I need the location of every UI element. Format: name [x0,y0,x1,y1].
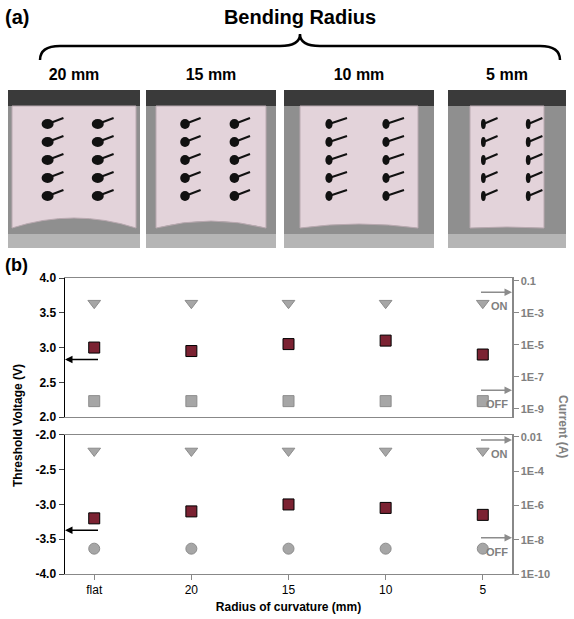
svg-text:4.0: 4.0 [39,271,56,285]
svg-text:3.0: 3.0 [39,341,56,355]
svg-text:(a): (a) [5,6,29,28]
svg-text:ON: ON [491,448,508,460]
svg-text:1E-8: 1E-8 [521,534,544,546]
svg-text:5: 5 [479,583,486,597]
svg-text:OFF: OFF [486,546,508,558]
svg-text:5 mm: 5 mm [486,66,528,83]
svg-text:10: 10 [379,583,393,597]
svg-text:-2.0: -2.0 [35,428,56,442]
svg-text:(b): (b) [5,255,28,275]
svg-text:1E-9: 1E-9 [521,403,544,415]
svg-text:1E-5: 1E-5 [521,339,544,351]
svg-text:1E-7: 1E-7 [521,371,544,383]
svg-text:Bending Radius: Bending Radius [224,6,376,28]
svg-text:2.5: 2.5 [39,376,56,390]
svg-text:20: 20 [185,583,199,597]
svg-text:-3.5: -3.5 [35,532,56,546]
svg-text:Current (A): Current (A) [556,395,570,458]
svg-text:15 mm: 15 mm [186,66,237,83]
svg-text:2.0: 2.0 [39,410,56,424]
svg-text:ON: ON [491,300,508,312]
svg-text:1E-4: 1E-4 [521,465,545,477]
svg-text:-2.5: -2.5 [35,463,56,477]
svg-text:15: 15 [282,583,296,597]
svg-text:10 mm: 10 mm [334,66,385,83]
svg-text:0.01: 0.01 [521,431,542,443]
svg-text:-4.0: -4.0 [35,567,56,581]
svg-text:3.5: 3.5 [39,306,56,320]
svg-text:flat: flat [86,583,103,597]
svg-text:OFF: OFF [486,398,508,410]
svg-text:1E-10: 1E-10 [521,568,550,580]
svg-text:1E-6: 1E-6 [521,499,544,511]
svg-text:-3.0: -3.0 [35,498,56,512]
svg-text:Radius of curvature (mm): Radius of curvature (mm) [216,600,361,614]
svg-text:20 mm: 20 mm [49,66,100,83]
svg-text:0.1: 0.1 [521,275,536,287]
svg-text:Threshold Voltage (V): Threshold Voltage (V) [11,364,25,487]
svg-text:1E-3: 1E-3 [521,307,544,319]
